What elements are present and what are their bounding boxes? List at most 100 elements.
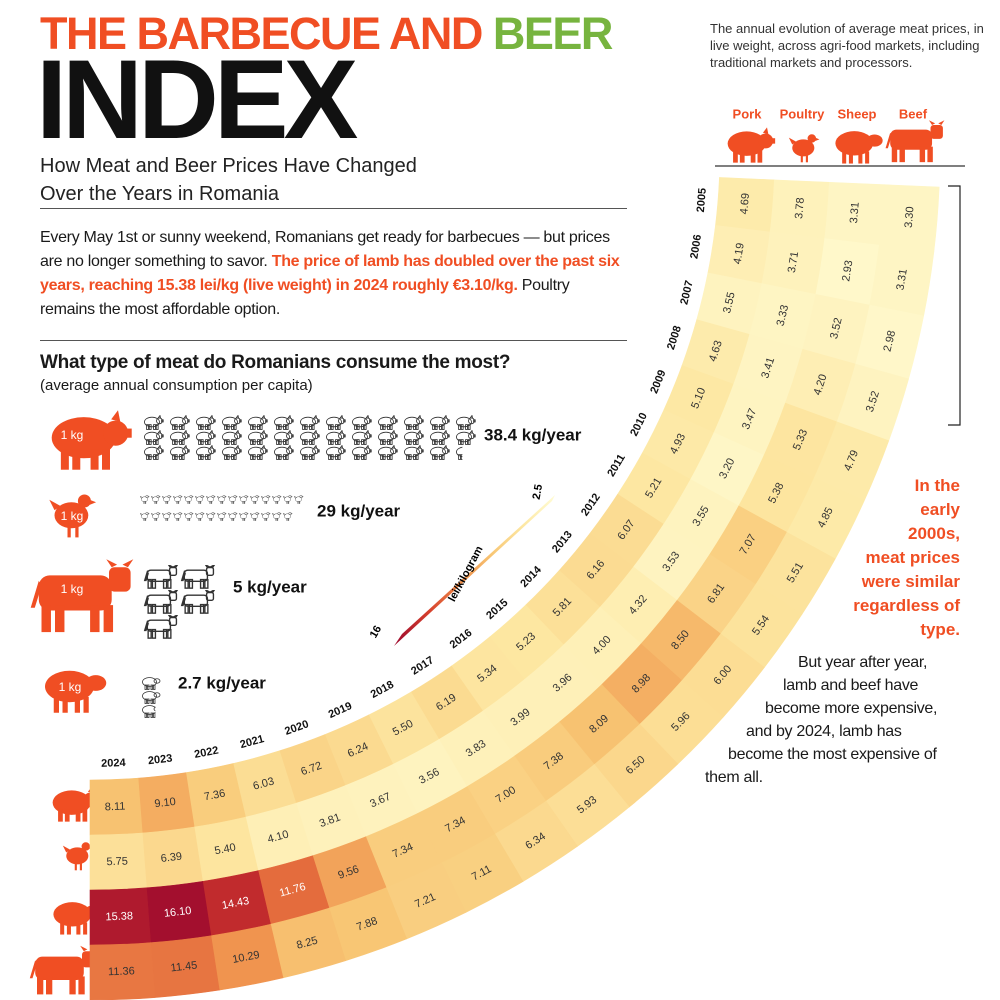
pictogram-icon: [299, 445, 320, 460]
pictogram-icon: [429, 430, 450, 445]
cell-label: 6.03: [252, 775, 276, 792]
cell-label: 10.29: [231, 949, 260, 966]
pictogram-icon: [247, 415, 268, 430]
icon-shape: [143, 430, 164, 445]
icon-shape: [403, 430, 424, 445]
series-label: Beef: [899, 106, 928, 121]
icon-shape: [247, 430, 268, 445]
icon-shape: [261, 494, 271, 504]
icon-shape: [173, 511, 183, 521]
pictogram-icon: [455, 415, 476, 430]
subtitle-line: How Meat and Beer Prices Have Changed: [40, 155, 417, 177]
pictogram-icon: [239, 494, 249, 504]
pictogram-icon: [403, 415, 424, 430]
pictogram-icon: [195, 494, 205, 504]
pictogram-icon: [250, 511, 260, 521]
icon-shape: [377, 415, 398, 430]
icon-shape: [228, 494, 238, 504]
annotation-line: But year after year,: [798, 654, 928, 671]
icon-shape: [169, 430, 190, 445]
year-label: 2024: [101, 757, 127, 770]
icon-shape: [377, 430, 398, 445]
pictogram-icon: [143, 565, 179, 589]
cell-label: 6.39: [160, 851, 183, 865]
year-label: 2012: [579, 491, 603, 518]
pictogram-icon: [169, 430, 190, 445]
cell-label: 4.69: [738, 193, 752, 215]
icon-shape: [173, 494, 183, 504]
annotation: In the early 2000s, meat prices were similar…: [853, 474, 960, 642]
cell-label: 5.40: [214, 842, 237, 858]
icon-shape: [429, 415, 450, 430]
cell-label: 15.38: [105, 910, 133, 923]
annotation-line: regardless of: [853, 596, 960, 615]
chart-description: The annual evolution of average meat pri…: [710, 21, 984, 70]
cell-label: 2.98: [882, 329, 899, 353]
pictogram-icon: [173, 494, 183, 504]
icon-shape: [184, 511, 194, 521]
year-label: 2023: [147, 753, 173, 768]
year-label: 2005: [695, 187, 709, 212]
cell-label: 16.10: [163, 905, 192, 920]
year-label: 2009: [648, 368, 668, 395]
series-label: Pork: [733, 106, 763, 121]
icon-shape: [140, 494, 150, 504]
icon-shape: [294, 494, 304, 504]
pictogram-icon: [143, 615, 179, 639]
pictogram-icon: [228, 511, 238, 521]
consumption-label: 5 kg/year: [233, 577, 307, 596]
icon-shape: [429, 430, 450, 445]
pictogram-icon: [455, 445, 463, 460]
icon-shape: [142, 691, 161, 704]
pictogram-icon: [173, 511, 183, 521]
icon-shape: [273, 415, 294, 430]
color-legend: [394, 495, 555, 646]
cell-label: 3.52: [828, 317, 845, 341]
year-label: 2014: [518, 563, 544, 590]
consumption-label: 38.4 kg/year: [484, 425, 582, 444]
pictogram-icon: [250, 494, 260, 504]
heatmap: 4.694.193.554.635.104.935.216.076.165.81…: [89, 177, 940, 1000]
pictogram-icon: [247, 445, 268, 460]
icon-shape: [403, 445, 424, 460]
pictogram-icon: [195, 511, 205, 521]
icon-shape: [151, 494, 161, 504]
icon-shape: [299, 430, 320, 445]
pictogram-icon: [162, 494, 172, 504]
intro: Every May 1st or sunny weekend, Romanian…: [40, 226, 620, 322]
icon-shape: [195, 494, 205, 504]
icon-shape: [250, 494, 260, 504]
icon-shape: [221, 445, 242, 460]
pictogram-icon: [283, 494, 293, 504]
series-label: Poultry: [780, 106, 826, 121]
cell-label: 5.75: [106, 855, 128, 868]
cell-label: 9.10: [154, 796, 177, 810]
cell-label: 3.33: [775, 304, 792, 328]
icon-shape: [143, 415, 164, 430]
pictogram-icon: [377, 445, 398, 460]
pictogram-icon: [143, 590, 179, 614]
year-label: 2011: [605, 452, 628, 479]
pictogram-icon: [273, 445, 294, 460]
pictogram-icon: [325, 430, 346, 445]
pictogram-icon: [273, 430, 294, 445]
icon-shape: [217, 511, 227, 521]
rule: [40, 340, 627, 341]
pictogram-icon: [180, 565, 216, 589]
icon-shape: [169, 415, 190, 430]
year-label: 2007: [678, 279, 695, 306]
unit-label: 1 kg: [61, 582, 84, 596]
icon-shape: [206, 511, 216, 521]
pictogram-icon: [294, 494, 304, 504]
pictogram-icon: [217, 511, 227, 521]
annotation-line: In the: [914, 476, 960, 495]
year-label: 2020: [283, 718, 310, 738]
icon-shape: [162, 511, 172, 521]
cell-label: 4.19: [732, 242, 747, 265]
year-label: 2006: [688, 234, 704, 260]
cell-label: 8.11: [105, 801, 126, 814]
poultry-icon: [788, 134, 820, 163]
icon-shape: [283, 494, 293, 504]
pictogram-icon: [247, 430, 268, 445]
